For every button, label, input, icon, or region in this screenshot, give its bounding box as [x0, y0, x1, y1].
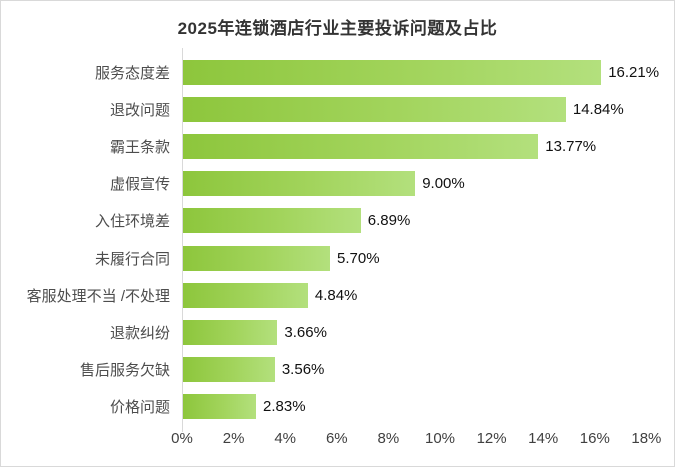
value-label: 9.00% [422, 175, 465, 193]
bar-row: 入住环境差 6.89% [1, 202, 674, 239]
value-label: 5.70% [337, 249, 380, 267]
bar-row: 退改问题 14.84% [1, 91, 674, 128]
bar-track: 9.00% [183, 171, 465, 197]
bar-track: 4.84% [183, 282, 358, 308]
x-tick-label: 12% [476, 430, 507, 447]
x-tick-label: 6% [325, 430, 348, 447]
x-tick-label: 0% [171, 430, 193, 447]
bar [183, 134, 539, 160]
category-label: 未履行合同 [94, 250, 170, 268]
bar [183, 393, 256, 419]
value-label: 16.21% [608, 64, 660, 82]
bar [183, 282, 308, 308]
bar-row: 客服处理不当 /不处理 4.84% [1, 277, 674, 314]
x-tick-label: 4% [274, 430, 297, 447]
value-label: 4.84% [314, 286, 358, 304]
bar [183, 171, 416, 197]
category-label: 价格问题 [109, 398, 170, 416]
x-tick-label: 14% [528, 430, 559, 447]
value-label: 13.77% [545, 138, 597, 156]
x-tick-label: 2% [222, 430, 245, 447]
category-label: 霸王条款 [109, 139, 170, 157]
bar [183, 245, 331, 271]
bar-track: 14.84% [183, 97, 624, 123]
bar-row: 虚假宣传 9.00% [1, 165, 674, 202]
y-axis-line [182, 48, 183, 432]
value-label: 14.84% [572, 101, 624, 119]
category-label: 退改问题 [109, 102, 170, 120]
bar-row: 霸王条款 13.77% [1, 128, 674, 165]
value-label: 6.89% [367, 212, 411, 230]
bar [183, 60, 602, 86]
chart-title: 2025年连锁酒店行业主要投诉问题及占比 [177, 19, 498, 38]
category-label: 客服处理不当 /不处理 [26, 287, 170, 305]
bar-rows: 服务态度差 16.21% 退改问题 14.84% 霸王条款 13.77% 虚假宣传 9.00%… [1, 54, 674, 425]
bar [183, 97, 566, 123]
bar-track: 5.70% [183, 245, 380, 271]
bar [183, 356, 275, 382]
bar-row: 服务态度差 16.21% [1, 54, 674, 91]
bar-row: 退款纠纷 3.66% [1, 314, 674, 351]
category-label: 售后服务欠缺 [79, 361, 170, 379]
bar [183, 208, 361, 234]
bar [183, 319, 278, 345]
bar-track: 6.89% [183, 208, 411, 234]
value-label: 3.66% [284, 323, 327, 341]
x-tick-label: 8% [377, 430, 400, 447]
value-label: 2.83% [263, 397, 306, 415]
bar-row: 未履行合同 5.70% [1, 239, 674, 276]
bar-track: 3.66% [183, 319, 327, 345]
bar-track: 13.77% [183, 134, 597, 160]
category-label: 虚假宣传 [109, 176, 170, 194]
bar-track: 3.56% [183, 356, 325, 382]
x-axis-tick-labels: 0% 2% 4% 6% 8% 10% 12% 14% 16% 18% [1, 430, 674, 450]
bar-track: 16.21% [183, 60, 660, 86]
x-tick-label: 16% [579, 430, 610, 447]
bar-row: 价格问题 2.83% [1, 388, 674, 425]
category-label: 退款纠纷 [109, 324, 170, 342]
bar-row: 售后服务欠缺 3.56% [1, 351, 674, 388]
category-label: 服务态度差 [94, 65, 170, 83]
category-label: 入住环境差 [94, 213, 170, 231]
x-tick-label: 18% [631, 430, 662, 447]
x-tick-label: 10% [424, 430, 456, 447]
bar-track: 2.83% [183, 393, 306, 419]
value-label: 3.56% [281, 360, 325, 378]
